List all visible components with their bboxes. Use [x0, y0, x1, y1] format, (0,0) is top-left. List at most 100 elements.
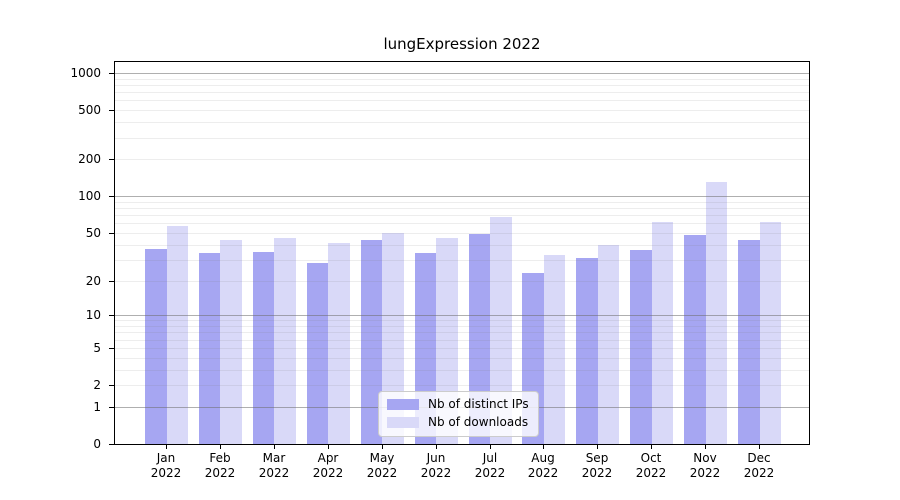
x-tick-label-year-jan: 2022	[150, 466, 182, 480]
gridline-minor-80	[115, 208, 809, 210]
bar-downloads-mar	[274, 238, 296, 444]
gridline-minor-200	[115, 159, 809, 161]
x-tick-label-jul: Jul 2022	[458, 451, 522, 481]
x-tick-label-month-jul: Jul	[482, 451, 498, 465]
gridline-minor-6	[115, 339, 809, 341]
gridline-minor-900	[115, 78, 809, 80]
gridline-minor-70	[115, 215, 809, 217]
gridline-minor-600	[115, 100, 809, 102]
bar-downloads-dec	[759, 221, 782, 444]
y-tick-mark-5	[109, 348, 114, 349]
gridline-minor-3	[115, 369, 809, 371]
x-tick-label-year-sep: 2022	[581, 466, 613, 480]
y-tick-label-10: 10	[85, 308, 101, 322]
x-tick-label-year-aug: 2022	[527, 466, 559, 480]
x-tick-label-month-sep: Sep	[585, 451, 609, 465]
legend-label-distinct-ips: Nb of distinct IPs	[428, 397, 529, 411]
x-tick-label-year-dec: 2022	[743, 466, 775, 480]
x-tick-label-month-dec: Dec	[747, 451, 771, 465]
x-tick-label-may: May 2022	[350, 451, 414, 481]
legend-item-distinct-ips: Nb of distinct IPs	[387, 397, 529, 412]
x-tick-label-month-mar: Mar	[262, 451, 286, 465]
x-tick-mark-aug	[543, 445, 544, 449]
legend-swatch-distinct-ips	[387, 399, 419, 410]
x-tick-mark-mar	[274, 445, 275, 449]
gridline-minor-7	[115, 332, 809, 334]
x-tick-label-sep: Sep 2022	[565, 451, 629, 481]
x-tick-label-month-aug: Aug	[531, 451, 555, 465]
x-tick-label-year-jul: 2022	[474, 466, 506, 480]
gridline-minor-300	[115, 137, 809, 139]
gridline-minor-60	[115, 223, 809, 225]
bar-distinct-ips-oct	[630, 250, 652, 444]
x-tick-label-month-jun: Jun	[426, 451, 446, 465]
x-tick-mark-jul	[490, 445, 491, 449]
gridline-major-10	[115, 315, 809, 317]
y-tick-mark-500	[109, 110, 114, 111]
bar-distinct-ips-may	[360, 239, 383, 444]
bar-downloads-nov	[705, 182, 728, 444]
y-tick-mark-0	[109, 444, 114, 445]
bar-distinct-ips-dec	[738, 239, 760, 444]
gridline-minor-400	[115, 122, 809, 124]
plot-area: Nb of distinct IPs Nb of downloads	[114, 61, 810, 445]
gridline-minor-2	[115, 385, 809, 386]
x-tick-mark-feb	[220, 445, 221, 449]
legend-item-downloads: Nb of downloads	[387, 415, 529, 430]
y-tick-label-500: 500	[78, 103, 101, 117]
bar-distinct-ips-nov	[684, 235, 706, 444]
chart-title: lungExpression 2022	[383, 35, 541, 53]
x-tick-label-month-nov: Nov	[693, 451, 717, 465]
gridline-minor-90	[115, 201, 809, 203]
y-tick-label-2: 2	[93, 378, 101, 392]
bar-downloads-apr	[328, 243, 350, 444]
y-tick-label-20: 20	[85, 274, 101, 288]
x-tick-mark-may	[382, 445, 383, 449]
gridline-minor-5	[115, 347, 809, 349]
x-tick-mark-dec	[759, 445, 760, 449]
bar-distinct-ips-mar	[252, 251, 275, 444]
x-tick-label-feb: Feb 2022	[188, 451, 252, 481]
bar-downloads-jul	[490, 216, 512, 444]
gridline-minor-40	[115, 244, 809, 246]
x-tick-label-jun: Jun 2022	[404, 451, 468, 481]
gridline-minor-500	[115, 110, 809, 112]
gridline-minor-20	[115, 280, 809, 282]
x-tick-label-year-nov: 2022	[689, 466, 721, 480]
y-tick-label-1: 1	[93, 400, 101, 414]
x-tick-mark-jun	[436, 445, 437, 449]
gridline-minor-4	[115, 357, 809, 359]
x-tick-label-apr: Apr 2022	[296, 451, 360, 481]
gridline-minor-8	[115, 326, 809, 327]
gridline-minor-9	[115, 320, 809, 322]
x-tick-label-month-feb: Feb	[209, 451, 231, 465]
bar-downloads-jan	[166, 225, 188, 444]
x-tick-label-year-oct: 2022	[635, 466, 667, 480]
gridline-minor-50	[115, 232, 809, 234]
x-tick-label-jan: Jan 2022	[134, 451, 198, 481]
legend-label-downloads: Nb of downloads	[428, 415, 529, 429]
bar-distinct-ips-feb	[198, 253, 221, 444]
gridline-minor-800	[115, 84, 809, 86]
y-tick-label-5: 5	[93, 341, 101, 355]
x-tick-label-month-jan: Jan	[156, 451, 176, 465]
bar-downloads-aug	[543, 254, 566, 444]
y-tick-label-100: 100	[78, 189, 101, 203]
y-tick-label-1000: 1000	[70, 66, 101, 80]
legend: Nb of distinct IPs Nb of downloads	[378, 391, 539, 437]
bar-distinct-ips-sep	[576, 257, 598, 444]
x-tick-label-aug: Aug 2022	[511, 451, 575, 481]
y-tick-mark-2	[109, 385, 114, 386]
gridline-major-1000	[115, 73, 809, 74]
x-tick-label-mar: Mar 2022	[242, 451, 306, 481]
x-tick-label-month-apr: Apr	[317, 451, 339, 465]
y-tick-mark-200	[109, 159, 114, 160]
bar-downloads-sep	[597, 244, 620, 444]
x-tick-mark-oct	[651, 445, 652, 449]
x-tick-mark-nov	[705, 445, 706, 449]
gridline-minor-700	[115, 92, 809, 94]
x-tick-label-dec: Dec 2022	[727, 451, 791, 481]
x-tick-label-month-oct: Oct	[640, 451, 662, 465]
y-tick-mark-20	[109, 281, 114, 282]
y-tick-mark-100	[109, 196, 114, 197]
